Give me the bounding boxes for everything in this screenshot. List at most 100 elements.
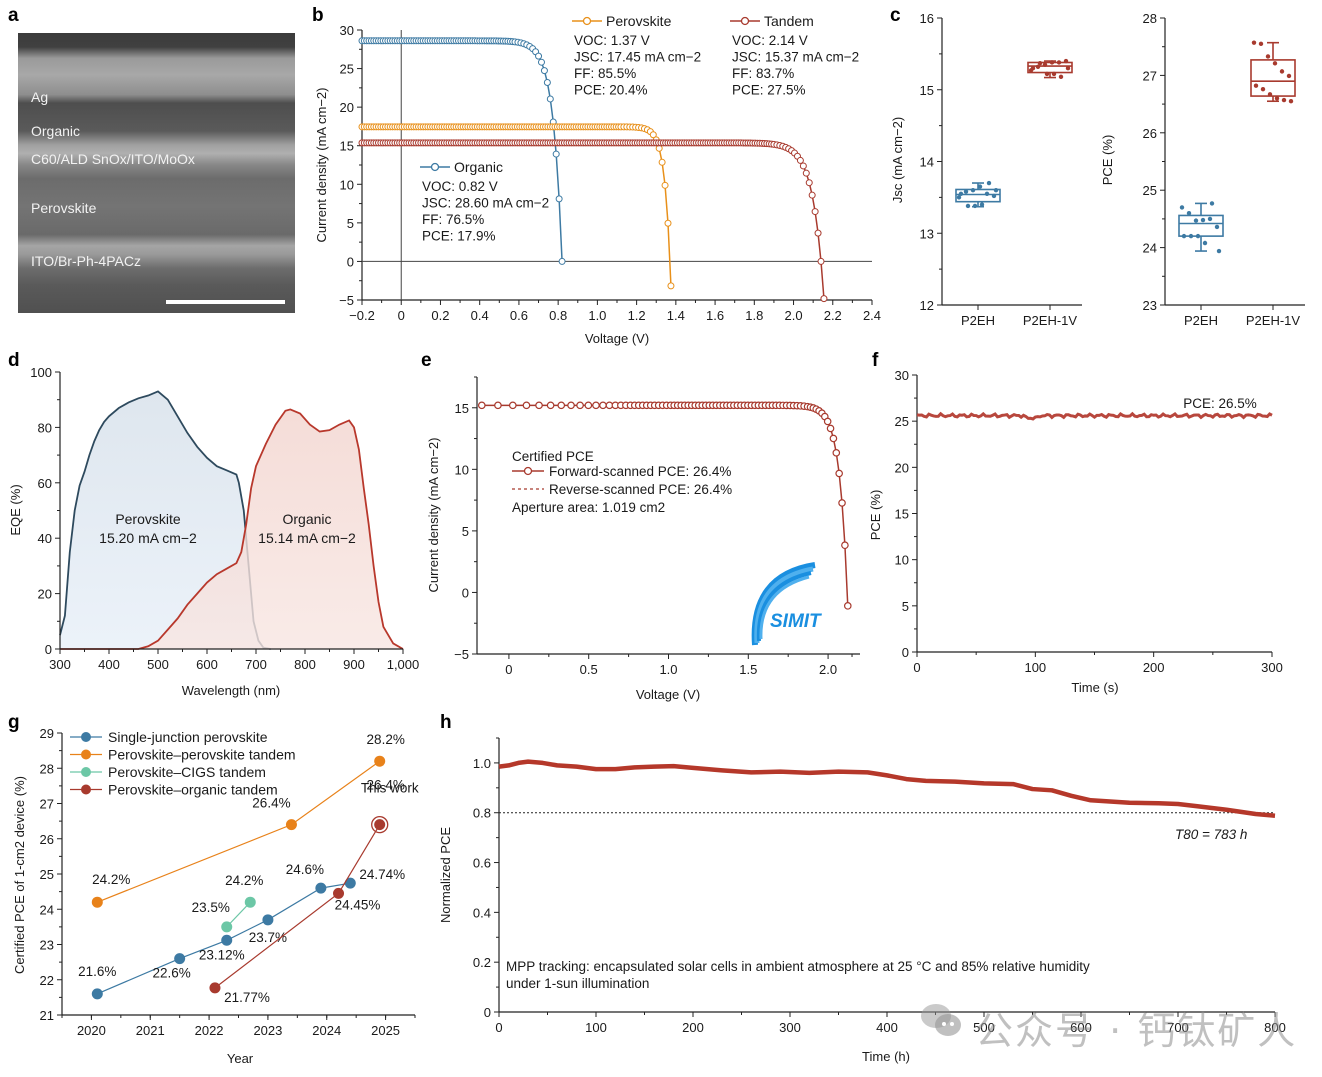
y-axis-label: PCE (%) xyxy=(868,490,883,541)
series-tandem xyxy=(358,139,828,303)
x-tick-label: 1.2 xyxy=(628,308,646,323)
x-tick-label: 500 xyxy=(973,1020,995,1035)
x-tick-label: 400 xyxy=(98,657,120,672)
box-data-point xyxy=(1195,233,1201,239)
eqe-area xyxy=(60,409,403,649)
y-axis-label: Current density (mA cm−2) xyxy=(426,438,441,593)
annotation-pce: PCE: 26.5% xyxy=(1183,396,1257,411)
sem-cross-section-image: Ag Organic C60/ALD SnOx/ITO/MoOx Perovsk… xyxy=(18,33,295,313)
note-aperture-area: Aperture area: 1.019 cm2 xyxy=(512,500,665,515)
box-data-point xyxy=(1253,83,1259,88)
jv-data-point xyxy=(535,52,543,60)
y-tick-label: 0.8 xyxy=(473,806,491,821)
box-data-point xyxy=(1288,99,1294,104)
y-tick-label: 15 xyxy=(340,139,354,154)
x-axis-label: Wavelength (nm) xyxy=(182,683,281,698)
x-tick-label: 0 xyxy=(495,1020,502,1035)
trend-line xyxy=(226,901,251,928)
x-tick-label: 0 xyxy=(913,660,920,675)
panel-label-f: f xyxy=(872,350,879,371)
legend-label: Perovskite–organic tandem xyxy=(108,782,278,798)
box-iqr xyxy=(1178,214,1224,237)
y-tick-label: 25 xyxy=(1143,183,1157,198)
y-axis-label: Current density (mA cm−2) xyxy=(314,88,329,243)
mpp-trace-line xyxy=(916,411,1273,421)
layer-label-perovskite: Perovskite xyxy=(31,200,97,216)
panel-label-e: e xyxy=(421,350,432,371)
x-tick-label: 300 xyxy=(779,1020,801,1035)
x-tick-label: 300 xyxy=(1261,660,1283,675)
y-tick-label: 10 xyxy=(895,553,909,568)
y-tick-label: 30 xyxy=(340,23,354,38)
x-tick-label: 0.2 xyxy=(431,308,449,323)
annotation-perovskite-jsc: 15.20 mA cm−2 xyxy=(99,530,197,546)
box-data-point xyxy=(1030,66,1036,71)
legend-label: Perovskite xyxy=(606,13,672,29)
series-organic xyxy=(358,37,566,265)
y-tick-label: 28 xyxy=(1143,11,1157,26)
x-tick-label: 800 xyxy=(1264,1020,1286,1035)
y-tick-label: 0 xyxy=(347,254,354,269)
data-label: 24.2% xyxy=(92,872,130,887)
y-tick-label: 0.4 xyxy=(473,905,491,920)
y-tick-label: −5 xyxy=(454,647,469,662)
x-tick-label: 600 xyxy=(196,657,218,672)
annotation-perovskite-name: Perovskite xyxy=(115,511,181,527)
data-label: 21.77% xyxy=(224,990,270,1005)
x-tick-label: 1.8 xyxy=(745,308,763,323)
x-tick-label: 0 xyxy=(505,662,512,677)
eqe-line xyxy=(60,408,404,650)
x-tick-label: 2.0 xyxy=(819,662,837,677)
legend-title: Certified PCE xyxy=(512,449,594,464)
x-tick-label: 1.4 xyxy=(667,308,685,323)
stat-text: FF: 85.5% xyxy=(574,66,636,81)
chart-g-efficiency-history: 2020 2021 2022 2023 2024 2025 21 22 23 24 25 26 27 28… xyxy=(12,726,419,1066)
y-tick-label: 0 xyxy=(902,645,909,660)
jv-data-point xyxy=(835,469,843,478)
box-data-point xyxy=(972,203,978,209)
chart-h-stability: 0 100 200 300 400 500 600 700 800 0 0.2 0.4 0.6 0.8 1.… xyxy=(438,737,1286,1064)
box-data-point xyxy=(1209,201,1215,206)
jv-data-point xyxy=(557,401,566,410)
data-point xyxy=(91,896,103,908)
watermark-text: 公众号 · 钙钛矿人 xyxy=(975,1009,1298,1053)
box-data-point xyxy=(1258,41,1264,47)
data-label: 26.4% xyxy=(367,778,405,793)
y-tick-label: 5 xyxy=(902,599,909,614)
data-point xyxy=(374,819,386,831)
y-tick-label: 24 xyxy=(40,902,54,917)
jv-data-point xyxy=(805,179,813,187)
series-forward-scan xyxy=(477,401,852,610)
series-perovskite-cigs-tandem: 23.5% 24.2% xyxy=(192,873,263,933)
box-data-point xyxy=(970,188,976,193)
x-tick-label: 1.6 xyxy=(706,308,724,323)
data-point xyxy=(174,953,186,965)
data-point xyxy=(91,988,103,1000)
category-label: P2EH-1V xyxy=(1246,313,1301,328)
stat-text: JSC: 17.45 mA cm−2 xyxy=(574,50,701,65)
y-tick-label: 14 xyxy=(920,155,934,170)
category-label: P2EH xyxy=(961,313,995,328)
panel-label-h: h xyxy=(440,712,452,733)
box-data-point xyxy=(1193,218,1199,223)
box-p2eh-1v xyxy=(1027,58,1073,80)
panel-label-a: a xyxy=(8,5,19,26)
legend-label: Single-junction perovskite xyxy=(108,729,268,745)
box-data-point xyxy=(979,202,985,207)
box-data-point xyxy=(1214,224,1220,230)
box-data-point xyxy=(1279,69,1285,74)
jv-data-point xyxy=(817,257,825,265)
data-point xyxy=(221,921,233,933)
note-line-1: MPP tracking: encapsulated solar cells i… xyxy=(506,959,1090,974)
y-tick-label: 24 xyxy=(1143,241,1157,256)
layer-label-ito: ITO/Br-Ph-4PACz xyxy=(31,253,141,269)
y-tick-label: 27 xyxy=(1143,68,1157,83)
data-label: 28.2% xyxy=(367,732,405,747)
x-axis-label: Time (h) xyxy=(862,1049,910,1064)
jv-data-point xyxy=(826,424,835,433)
jv-data-point xyxy=(599,401,607,410)
series-perovskite xyxy=(358,123,675,290)
box-data-point xyxy=(1274,96,1280,101)
chart-d-eqe: 300 400 500 600 700 800 900 1,000 0 20 40 60 80 100 EQ… xyxy=(8,365,419,698)
jv-data-point xyxy=(841,541,849,550)
